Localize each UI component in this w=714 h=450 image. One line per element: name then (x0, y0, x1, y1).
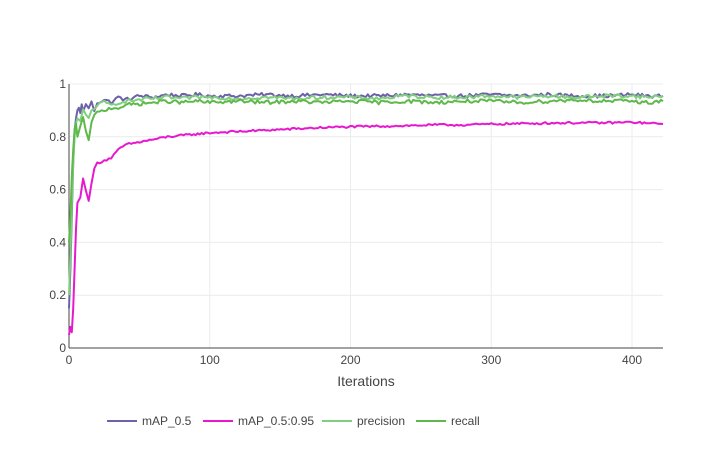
x-tick-label: 300 (481, 353, 501, 367)
legend-label: precision (357, 414, 405, 428)
x-tick-label: 100 (200, 353, 220, 367)
series-line-precision (68, 93, 664, 296)
y-tick-label: 0 (59, 341, 66, 355)
legend-item[interactable]: precision (322, 414, 405, 428)
x-tick-label: 400 (622, 353, 642, 367)
legend-label: mAP_0.5:0.95 (238, 414, 314, 428)
legend-item[interactable]: recall (416, 414, 480, 428)
y-ticks: 0 0.2 0.4 0.6 0.8 1 (49, 77, 66, 355)
x-tick-label: 200 (341, 353, 361, 367)
series-line-map-0-5-0-95 (68, 120, 664, 335)
y-tick-label: 0.6 (49, 183, 66, 197)
y-tick-label: 1 (59, 77, 66, 91)
y-tick-label: 0.8 (49, 130, 66, 144)
x-axis-title: Iterations (337, 373, 395, 389)
y-tick-label: 0.4 (49, 235, 66, 249)
legend[interactable]: mAP_0.5 mAP_0.5:0.95 precision recall (107, 414, 480, 428)
legend-item[interactable]: mAP_0.5:0.95 (203, 414, 314, 428)
x-tick-label: 0 (66, 353, 73, 367)
legend-label: recall (451, 414, 480, 428)
series-line-recall (68, 98, 664, 243)
y-tick-label: 0.2 (49, 288, 66, 302)
series-layer (68, 91, 664, 335)
legend-label: mAP_0.5 (142, 414, 192, 428)
x-ticks: 0 100 200 300 400 (66, 353, 643, 367)
legend-item[interactable]: mAP_0.5 (107, 414, 192, 428)
